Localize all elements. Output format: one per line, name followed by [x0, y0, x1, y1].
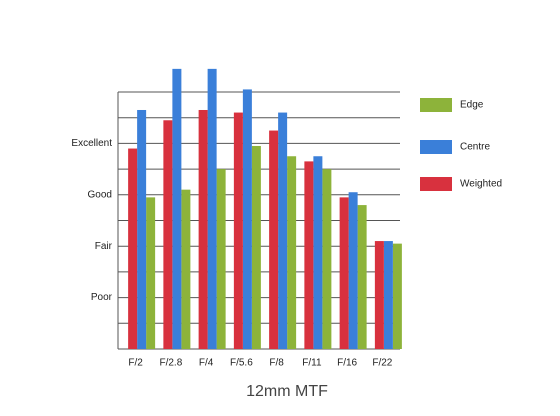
bar [383, 241, 393, 349]
bar [233, 112, 243, 349]
y-tick-label: Fair [95, 241, 113, 252]
bar [242, 89, 252, 350]
bar [181, 189, 191, 349]
bar [128, 148, 138, 349]
y-tick-label: Excellent [71, 138, 112, 149]
bar [207, 68, 217, 350]
bar [392, 243, 402, 349]
x-tick-label: F/22 [372, 358, 392, 369]
bar [172, 68, 182, 350]
x-tick-label: F/2.8 [159, 358, 182, 369]
bar [278, 112, 288, 349]
bar [357, 205, 367, 349]
bar [322, 169, 332, 349]
bar [348, 192, 358, 349]
x-tick-label: F/16 [337, 358, 357, 369]
bar [251, 145, 261, 349]
x-tick-label: F/4 [199, 358, 214, 369]
legend-swatch [420, 140, 452, 154]
legend-swatch [420, 177, 452, 191]
bar [287, 156, 297, 349]
legend-label: Centre [460, 142, 490, 153]
legend-label: Weighted [460, 179, 502, 190]
x-tick-label: F/2 [128, 358, 143, 369]
x-tick-label: F/8 [269, 358, 284, 369]
x-tick-label: F/5.6 [230, 358, 253, 369]
bar [216, 169, 226, 349]
y-tick-label: Poor [91, 292, 113, 303]
bar [304, 161, 314, 349]
bar [146, 197, 156, 349]
bar [374, 241, 384, 349]
legend-swatch [420, 98, 452, 112]
legend-label: Edge [460, 100, 484, 111]
bar [163, 120, 173, 350]
bar [137, 109, 147, 350]
y-tick-label: Good [88, 189, 112, 200]
bar [313, 156, 323, 349]
bar [269, 130, 279, 349]
bar [339, 197, 349, 349]
chart-title: 12mm MTF [246, 383, 328, 400]
bar [198, 109, 208, 350]
x-tick-label: F/11 [302, 358, 322, 369]
